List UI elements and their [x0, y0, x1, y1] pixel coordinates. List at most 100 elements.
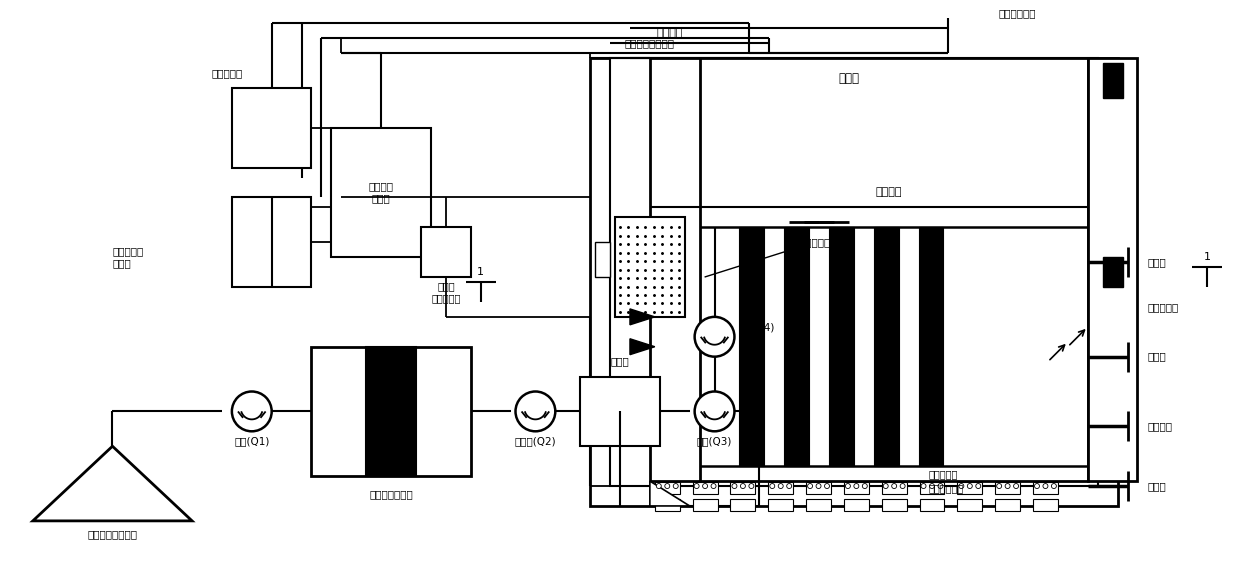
Bar [957, 499, 982, 511]
Polygon shape [630, 339, 655, 355]
Circle shape [892, 484, 897, 489]
Text: 原料污泥
存放桶: 原料污泥 存放桶 [368, 181, 393, 204]
Bar [784, 227, 808, 466]
Circle shape [703, 484, 708, 489]
Circle shape [786, 484, 791, 489]
Bar [882, 482, 906, 494]
Bar [769, 499, 794, 511]
Polygon shape [630, 309, 655, 325]
Circle shape [883, 484, 888, 489]
Text: 温控器
与电加热器: 温控器 与电加热器 [432, 281, 460, 303]
Text: 风机(Q3): 风机(Q3) [697, 436, 733, 446]
Circle shape [816, 484, 821, 489]
Text: 放空口: 放空口 [1147, 481, 1166, 491]
Bar [655, 499, 680, 511]
Circle shape [862, 484, 867, 489]
Polygon shape [32, 446, 192, 521]
Circle shape [656, 484, 661, 489]
Circle shape [937, 484, 942, 489]
Text: 污泥液面: 污泥液面 [875, 188, 901, 197]
Text: 取样口: 取样口 [1147, 351, 1166, 362]
Bar [610, 58, 1097, 486]
Bar [874, 227, 899, 466]
Text: 反应罐: 反应罐 [838, 72, 859, 84]
Circle shape [807, 484, 812, 489]
Bar [920, 482, 945, 494]
Text: 1: 1 [477, 267, 484, 277]
Polygon shape [650, 481, 689, 506]
Bar [655, 482, 680, 494]
Text: 风机(Q1): 风机(Q1) [234, 436, 269, 446]
Text: 菌群活性稳定模块: 菌群活性稳定模块 [799, 237, 849, 247]
Bar [996, 482, 1021, 494]
Circle shape [921, 484, 926, 489]
Circle shape [854, 484, 859, 489]
Circle shape [967, 484, 972, 489]
Text: 气体选择富集器: 气体选择富集器 [370, 489, 413, 499]
Circle shape [1013, 484, 1018, 489]
Text: 斜向曝气孔: 斜向曝气孔 [1147, 302, 1179, 312]
Text: 菌群存放桶: 菌群存放桶 [212, 68, 243, 78]
Text: 保温水箱: 保温水箱 [656, 28, 683, 38]
Circle shape [673, 484, 678, 489]
Bar [366, 347, 415, 476]
Circle shape [779, 484, 784, 489]
Bar [595, 242, 610, 277]
Text: 1: 1 [1204, 252, 1210, 262]
Bar [693, 499, 718, 511]
Bar [730, 499, 755, 511]
Circle shape [516, 392, 556, 432]
Bar [1102, 63, 1122, 98]
Bar [996, 499, 1021, 511]
Bar [615, 218, 684, 317]
Circle shape [694, 317, 734, 357]
Circle shape [732, 484, 737, 489]
Circle shape [930, 484, 935, 489]
Bar [693, 482, 718, 494]
Circle shape [825, 484, 830, 489]
Circle shape [1043, 484, 1048, 489]
Bar [769, 482, 794, 494]
Bar [844, 482, 869, 494]
Bar [919, 227, 944, 466]
Circle shape [740, 484, 745, 489]
Text: 风机(Q4): 风机(Q4) [739, 322, 775, 332]
Text: 硫营养投加口: 硫营养投加口 [998, 8, 1035, 18]
Circle shape [976, 484, 981, 489]
Text: 铁营养配料
存放桶: 铁营养配料 存放桶 [113, 246, 144, 268]
Circle shape [1052, 484, 1056, 489]
Bar [730, 482, 755, 494]
Bar [882, 499, 906, 511]
Bar [806, 499, 831, 511]
Text: 硫化氢预溶活化区: 硫化氢预溶活化区 [625, 38, 675, 48]
Text: 格栅间臭气集气罩: 格栅间臭气集气罩 [88, 529, 138, 539]
Bar [420, 227, 471, 277]
Text: 取样口: 取样口 [1147, 257, 1166, 267]
Bar [739, 227, 764, 466]
Circle shape [232, 392, 272, 432]
Text: 储气罐: 储气罐 [610, 357, 630, 366]
Text: 污泥出口: 污泥出口 [1147, 421, 1173, 432]
Circle shape [846, 484, 851, 489]
Circle shape [1006, 484, 1011, 489]
Circle shape [959, 484, 963, 489]
Bar [1033, 482, 1058, 494]
Bar [590, 58, 1117, 506]
Bar [580, 377, 660, 446]
Circle shape [1034, 484, 1039, 489]
Bar [331, 128, 432, 257]
Bar [1087, 58, 1137, 481]
Bar [1102, 257, 1122, 287]
Circle shape [665, 484, 670, 489]
Text: 空压机(Q2): 空压机(Q2) [515, 436, 557, 446]
Text: 大气泡曝气孔: 大气泡曝气孔 [929, 483, 963, 493]
Bar [650, 58, 1087, 481]
Bar [830, 227, 854, 466]
Circle shape [694, 392, 734, 432]
Bar [311, 347, 471, 476]
Circle shape [694, 484, 699, 489]
Circle shape [997, 484, 1002, 489]
Bar [844, 499, 869, 511]
Circle shape [770, 484, 775, 489]
Bar [920, 499, 945, 511]
